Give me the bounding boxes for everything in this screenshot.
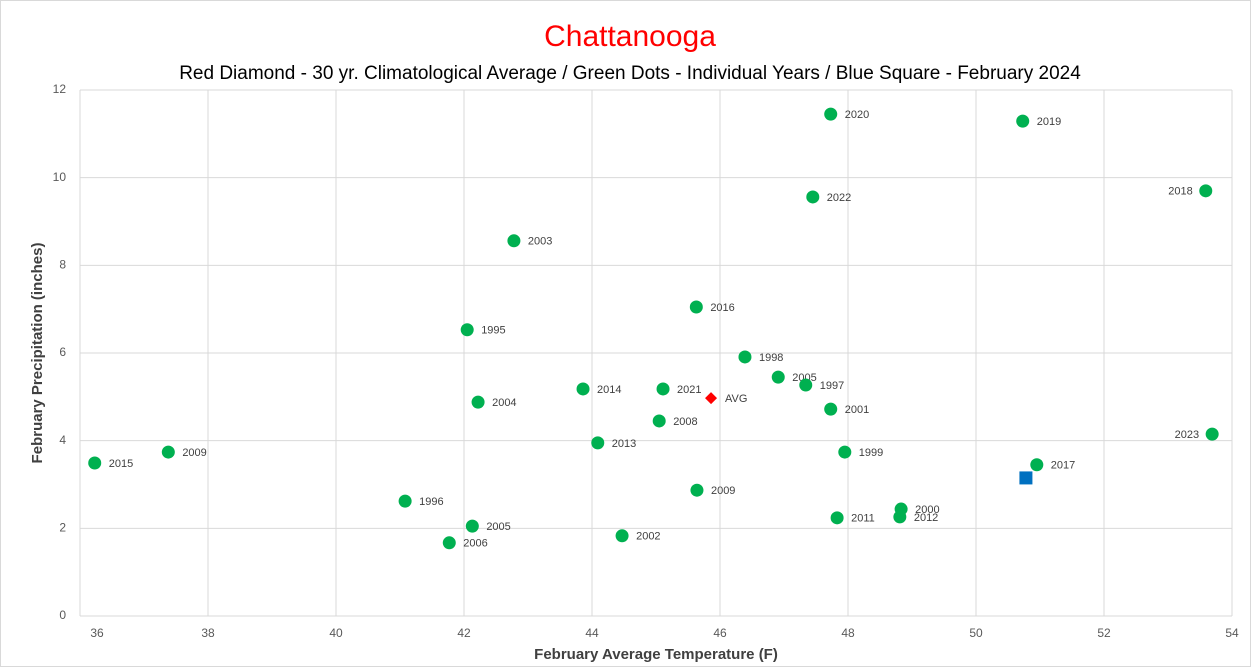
x-tick-label: 46 — [713, 626, 727, 640]
point-label: 2009 — [711, 485, 735, 497]
point — [471, 395, 485, 409]
point-label: 2008 — [673, 416, 697, 428]
point-label: 1999 — [859, 447, 883, 459]
x-tick-label: 38 — [201, 626, 215, 640]
y-tick-label: 4 — [59, 433, 66, 447]
point-label: 2021 — [677, 384, 701, 396]
y-tick-label: 8 — [59, 258, 66, 272]
point — [738, 350, 752, 364]
point — [398, 494, 412, 508]
point-label: 1998 — [759, 352, 783, 364]
point — [1199, 184, 1213, 198]
point — [824, 402, 838, 416]
point-label: 2013 — [612, 438, 636, 450]
point-label: 2022 — [827, 192, 851, 204]
x-tick-label: 36 — [90, 626, 104, 640]
point — [799, 378, 813, 392]
y-tick-label: 6 — [59, 345, 66, 359]
x-tick-label: 54 — [1225, 626, 1239, 640]
chart-title: Chattanooga — [544, 20, 716, 53]
y-axis-title: February Precipitation (inches) — [29, 243, 46, 464]
point — [771, 370, 785, 384]
point — [824, 107, 838, 121]
point — [1019, 471, 1033, 485]
point — [1030, 458, 1044, 472]
point-label: 2002 — [636, 531, 660, 543]
point-label: 2009 — [182, 447, 206, 459]
point — [460, 323, 474, 337]
point — [652, 414, 666, 428]
point-label: 2015 — [109, 458, 133, 470]
point — [507, 234, 521, 248]
point-label: 2019 — [1037, 116, 1061, 128]
x-tick-label: 42 — [457, 626, 471, 640]
point-label: 2018 — [1168, 186, 1192, 198]
point — [1016, 114, 1030, 128]
point-label: 2005 — [486, 521, 510, 533]
point — [830, 511, 844, 525]
point-label: 2000 — [915, 504, 939, 516]
x-tick-label: 50 — [969, 626, 983, 640]
point-label: 1996 — [419, 496, 443, 508]
point-label: 2004 — [492, 397, 516, 409]
point-label: 2012 — [914, 512, 938, 524]
point-label: AVG — [725, 393, 747, 405]
point — [465, 519, 479, 533]
y-tick-label: 10 — [53, 170, 67, 184]
point-label: 1997 — [820, 380, 844, 392]
y-tick-label: 0 — [59, 608, 66, 622]
point-label: 2006 — [463, 538, 487, 550]
point-label: 2020 — [845, 109, 869, 121]
point — [442, 536, 456, 550]
x-axis-title: February Average Temperature (F) — [534, 646, 778, 663]
point — [656, 382, 670, 396]
point — [838, 445, 852, 459]
point-label: 2016 — [710, 302, 734, 314]
point-label: 2011 — [851, 513, 875, 525]
x-tick-label: 44 — [585, 626, 599, 640]
point-label: 2023 — [1175, 429, 1199, 441]
point — [591, 436, 605, 450]
x-tick-label: 48 — [841, 626, 855, 640]
point — [806, 190, 820, 204]
point-label: 2014 — [597, 384, 621, 396]
point — [705, 392, 718, 405]
point-label: 1995 — [481, 325, 505, 337]
point-label: 2003 — [528, 236, 552, 248]
point-label: 2017 — [1051, 460, 1075, 472]
point — [88, 456, 102, 470]
x-tick-label: 52 — [1097, 626, 1111, 640]
y-tick-label: 2 — [59, 521, 66, 535]
chart-subtitle: Red Diamond - 30 yr. Climatological Aver… — [179, 63, 1081, 84]
point — [1205, 427, 1219, 441]
point — [576, 382, 590, 396]
x-tick-label: 40 — [329, 626, 343, 640]
point — [615, 529, 629, 543]
point — [161, 445, 175, 459]
point — [690, 483, 704, 497]
point-label: 2001 — [845, 404, 869, 416]
point — [893, 510, 907, 524]
y-tick-label: 12 — [53, 82, 67, 96]
point — [689, 300, 703, 314]
